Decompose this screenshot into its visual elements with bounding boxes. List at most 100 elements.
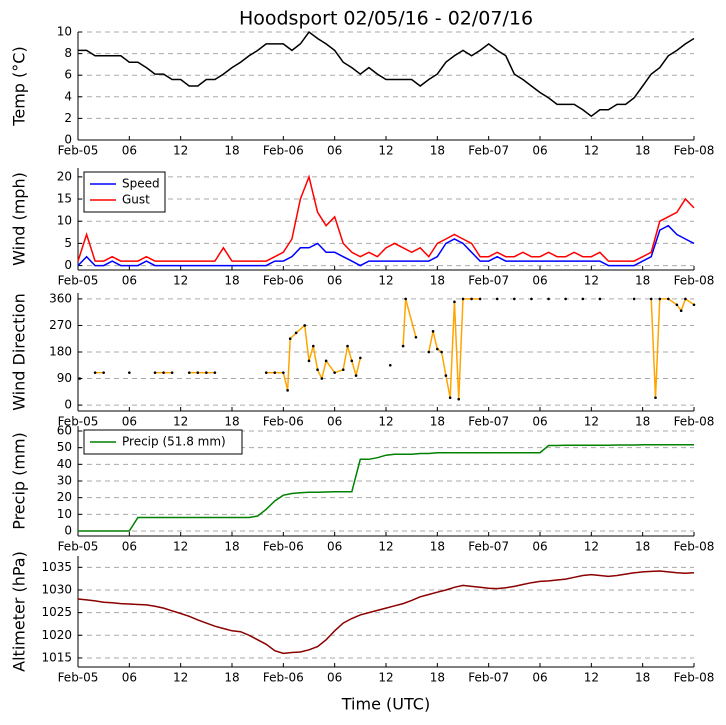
x-tick-label: Feb-06 [263, 415, 304, 429]
x-tick-label: 12 [378, 671, 393, 685]
connector [428, 331, 434, 353]
x-tick-label: Feb-07 [468, 671, 509, 685]
data-point [354, 374, 358, 377]
data-point [649, 297, 653, 301]
data-point [294, 331, 298, 335]
x-tick-label: Feb-06 [263, 671, 304, 685]
y-tick-label: 0 [64, 133, 72, 147]
x-tick-label: 18 [224, 144, 239, 158]
x-tick-label: 06 [122, 671, 137, 685]
data-point [495, 297, 499, 301]
data-point [324, 359, 328, 363]
y-tick-label: 20 [57, 169, 72, 183]
y-tick-label: 10 [57, 25, 72, 39]
y-tick-label: 5 [64, 236, 72, 250]
x-tick-label: 06 [122, 274, 137, 288]
x-tick-label: Feb-05 [58, 415, 99, 429]
x-tick-label: Feb-07 [468, 540, 509, 554]
connector [449, 301, 456, 398]
x-tick-label: 18 [430, 274, 445, 288]
y-tick-label: 0 [64, 524, 72, 538]
x-tick-label: Feb-06 [263, 540, 304, 554]
data-point [102, 371, 105, 374]
data-point [286, 389, 289, 392]
y-axis-label: Wind Direction [10, 293, 29, 411]
data-point [444, 374, 448, 377]
x-tick-label: 06 [327, 144, 342, 158]
x-tick-label: 12 [584, 671, 599, 685]
data-point [346, 344, 349, 348]
y-tick-label: 180 [49, 345, 72, 359]
data-point [288, 337, 292, 341]
connector [432, 331, 439, 350]
connector [402, 298, 407, 347]
data-point [581, 297, 585, 301]
y-tick-label: 2 [64, 111, 72, 125]
connector [289, 332, 297, 340]
x-tick-label: 06 [327, 540, 342, 554]
x-tick-label: 12 [378, 415, 393, 429]
x-tick-label: 12 [584, 415, 599, 429]
data-point [564, 297, 567, 301]
data-point [684, 297, 687, 301]
data-point [401, 344, 405, 348]
y-tick-label: 10 [57, 507, 72, 521]
connector [346, 345, 353, 362]
data-point [427, 350, 431, 354]
data-point [273, 371, 277, 374]
x-tick-label: 18 [635, 671, 650, 685]
data-point [431, 330, 435, 333]
connector [404, 298, 417, 338]
x-tick-label: Feb-07 [468, 144, 509, 158]
y-tick-label: 20 [57, 490, 72, 504]
connector [325, 360, 336, 374]
data-point [404, 297, 407, 301]
y-tick-label: 1030 [41, 582, 72, 596]
x-tick-label: 06 [532, 415, 547, 429]
x-tick-label: 18 [224, 274, 239, 288]
x-tick-label: 06 [532, 671, 547, 685]
y-axis-label: Precip (mm) [10, 432, 29, 530]
legend-label: Speed [122, 177, 160, 191]
data-point [530, 297, 533, 301]
x-tick-label: 06 [327, 671, 342, 685]
x-tick-label: 18 [430, 144, 445, 158]
y-tick-label: 0 [64, 258, 72, 272]
data-point [453, 300, 456, 304]
x-tick-label: 06 [327, 274, 342, 288]
y-tick-label: 6 [64, 68, 72, 82]
connector [654, 298, 661, 398]
x-tick-label: 18 [635, 144, 650, 158]
data-point [196, 371, 200, 374]
data-point [457, 397, 461, 401]
legend-label: Gust [122, 193, 150, 207]
connector [440, 351, 447, 376]
data-point [658, 297, 662, 301]
y-tick-label: 8 [64, 46, 72, 60]
x-tick-label: 18 [224, 540, 239, 554]
x-tick-label: 18 [635, 415, 650, 429]
data-line [78, 443, 694, 532]
connector [282, 372, 289, 391]
x-tick-label: Feb-08 [674, 540, 715, 554]
data-point [311, 344, 315, 348]
legend-label: Precip (51.8 mm) [122, 435, 226, 449]
data-point [93, 371, 97, 374]
data-line [78, 30, 695, 118]
y-tick-label: 270 [49, 318, 72, 332]
y-tick-label: 50 [57, 440, 72, 454]
data-point [461, 297, 465, 301]
data-point [303, 324, 307, 327]
x-tick-label: Feb-06 [263, 144, 304, 158]
data-point [679, 309, 683, 313]
x-tick-label: 06 [327, 415, 342, 429]
y-axis-label: Altimeter (hPa) [10, 551, 29, 672]
data-line [77, 224, 695, 267]
data-point [320, 377, 324, 380]
data-point [478, 297, 482, 301]
y-tick-label: 1025 [41, 605, 72, 619]
x-tick-label: 12 [584, 144, 599, 158]
y-tick-label: 1020 [41, 628, 72, 642]
legend-box [83, 171, 166, 213]
